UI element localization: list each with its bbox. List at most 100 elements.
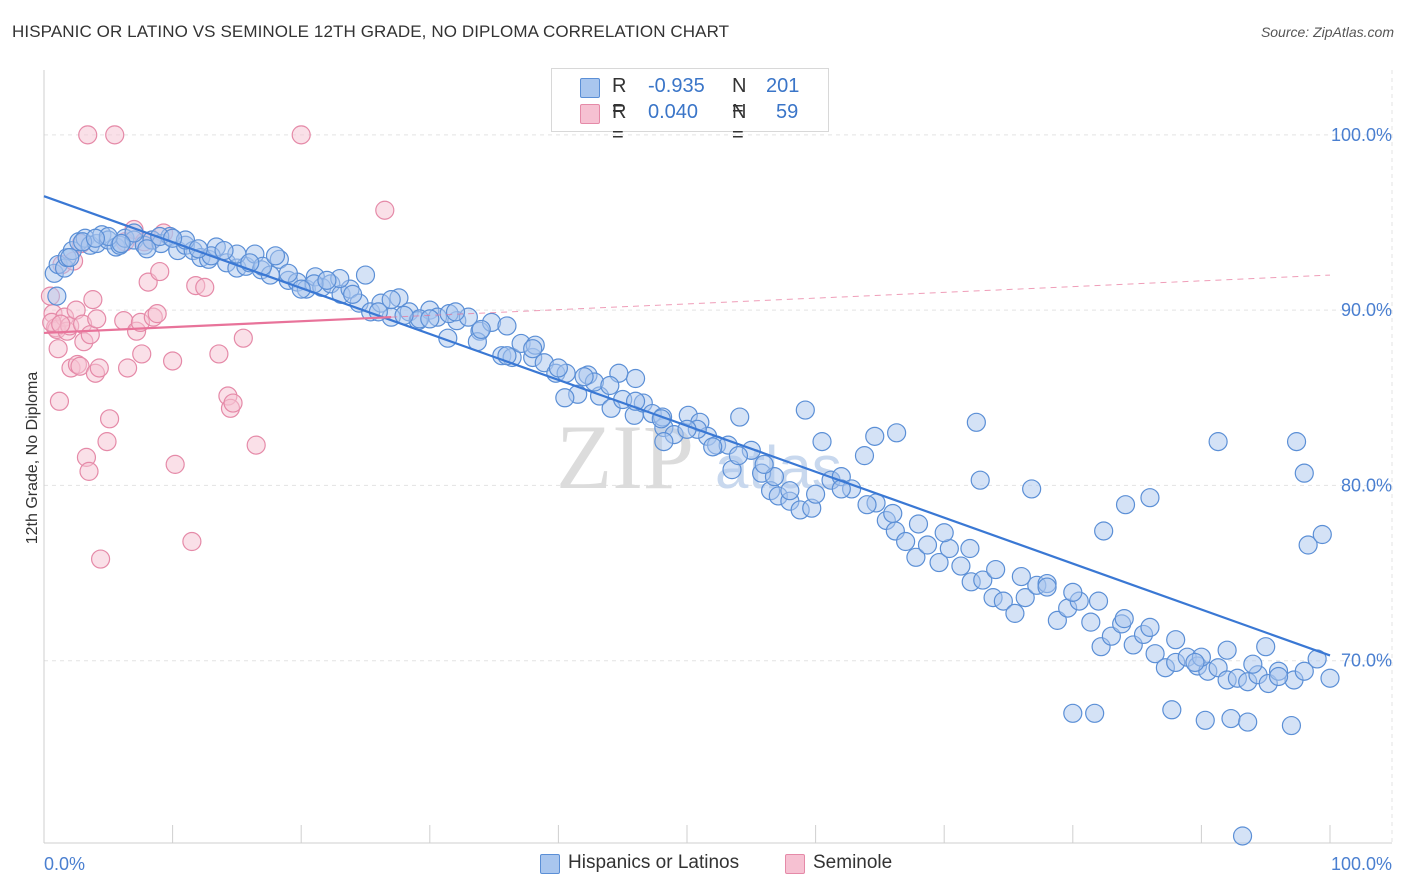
scatter-point bbox=[182, 531, 202, 552]
scatter-point bbox=[117, 358, 138, 378]
scatter-point bbox=[1081, 612, 1101, 632]
y-tick-label: 70.0% bbox=[1341, 651, 1392, 671]
scatter-point bbox=[574, 367, 594, 387]
scatter-point bbox=[1195, 710, 1215, 730]
correlation-legend: R = -0.935 N = 201 R = 0.040 N = 59 bbox=[551, 68, 829, 146]
scatter-point bbox=[47, 286, 67, 306]
scatter-point bbox=[1294, 463, 1314, 483]
scatter-point bbox=[49, 391, 70, 411]
scatter-point bbox=[60, 247, 80, 268]
scatter-point bbox=[1243, 654, 1263, 674]
scatter-point bbox=[1232, 826, 1253, 846]
scatter-point bbox=[908, 514, 929, 534]
scatter-point bbox=[497, 316, 517, 336]
scatter-point bbox=[1011, 566, 1031, 587]
scatter-point bbox=[355, 265, 376, 285]
scatter-point bbox=[1238, 712, 1258, 732]
scatter-point bbox=[165, 454, 185, 474]
scatter-point bbox=[1037, 577, 1057, 597]
scatter-point bbox=[1114, 609, 1134, 629]
seminole-points bbox=[40, 125, 395, 569]
scatter-point bbox=[214, 240, 234, 261]
scatter-point bbox=[246, 435, 266, 455]
scatter-point bbox=[79, 461, 99, 481]
legend-n-label: N = bbox=[732, 101, 747, 146]
scatter-point bbox=[1005, 603, 1025, 623]
scatter-point bbox=[1015, 588, 1035, 608]
scatter-point bbox=[555, 388, 575, 408]
scatter-point bbox=[887, 423, 907, 443]
scatter-point bbox=[132, 344, 152, 364]
legend-swatch-blue bbox=[580, 78, 600, 98]
scatter-point bbox=[1085, 703, 1105, 723]
legend-r-label: R = bbox=[612, 101, 627, 146]
scatter-point bbox=[78, 125, 98, 145]
y-tick-label: 100.0% bbox=[1331, 125, 1392, 145]
scatter-point bbox=[1185, 652, 1205, 673]
scatter-point bbox=[1221, 708, 1241, 729]
scatter-point bbox=[1298, 535, 1318, 555]
legend-swatch-pink bbox=[580, 104, 600, 124]
scatter-point bbox=[754, 454, 774, 474]
scatter-point bbox=[1166, 630, 1186, 650]
legend-r-label: R = bbox=[612, 75, 627, 120]
y-tick-label: 90.0% bbox=[1341, 300, 1392, 320]
scatter-point bbox=[375, 200, 395, 220]
source-label: Source: ZipAtlas.com bbox=[1260, 24, 1394, 40]
x-tick-labels: 0.0% 100.0% bbox=[44, 854, 1392, 874]
y-tick-label: 80.0% bbox=[1341, 475, 1392, 495]
legend-swatch-pink bbox=[785, 854, 805, 874]
scatter-point bbox=[137, 239, 157, 259]
scatter-point bbox=[934, 523, 954, 543]
series-legend: Hispanics or Latinos Seminole bbox=[0, 852, 1406, 878]
scatter-point bbox=[1094, 521, 1114, 541]
scatter-point bbox=[951, 556, 971, 576]
legend-swatch-blue bbox=[540, 854, 560, 874]
scatter-point bbox=[780, 481, 800, 501]
scatter-point bbox=[1268, 666, 1289, 687]
scatter-point bbox=[906, 547, 926, 567]
seminole-trend-line bbox=[43, 316, 392, 335]
scatter-point bbox=[523, 339, 543, 359]
scatter-point bbox=[854, 446, 875, 466]
scatter-point bbox=[83, 290, 103, 310]
scatter-point bbox=[805, 484, 826, 504]
legend-r-value: -0.935 bbox=[648, 75, 705, 97]
scatter-point bbox=[291, 125, 311, 145]
scatter-point bbox=[111, 233, 131, 254]
scatter-point bbox=[1101, 626, 1121, 646]
scatter-point bbox=[48, 339, 68, 359]
scatter-point bbox=[265, 246, 286, 266]
y-axis-label: 12th Grade, No Diploma bbox=[24, 372, 41, 545]
scatter-point bbox=[233, 328, 253, 348]
grid-lines bbox=[44, 70, 1393, 843]
scatter-point bbox=[209, 344, 229, 364]
legend-n-value: 59 bbox=[776, 101, 799, 123]
scatter-point bbox=[1281, 715, 1302, 736]
hispanic-trend-line bbox=[43, 195, 1331, 657]
scatter-point bbox=[1140, 488, 1160, 508]
scatter-point bbox=[728, 446, 749, 466]
scatter-point bbox=[1063, 582, 1083, 602]
scatter-point bbox=[1145, 644, 1165, 664]
scatter-point bbox=[1217, 640, 1237, 660]
scatter-point bbox=[960, 538, 980, 559]
scatter-point bbox=[317, 270, 337, 290]
scatter-point bbox=[929, 552, 949, 573]
scatter-point bbox=[730, 407, 750, 427]
scatter-point bbox=[865, 426, 885, 446]
hispanic-points bbox=[44, 223, 1340, 846]
scatter-point bbox=[445, 302, 466, 322]
scatter-point bbox=[703, 437, 723, 457]
scatter-point bbox=[883, 503, 903, 524]
scatter-point bbox=[343, 284, 363, 304]
scatter-point bbox=[85, 228, 106, 248]
scatter-point bbox=[1022, 479, 1042, 499]
scatter-point bbox=[51, 314, 71, 334]
scatter-point bbox=[795, 400, 815, 420]
legend-n-value: 201 bbox=[766, 75, 800, 97]
scatter-point bbox=[966, 412, 986, 432]
scatter-point bbox=[1286, 432, 1307, 452]
scatter-point bbox=[970, 470, 990, 490]
scatter-point bbox=[1047, 610, 1067, 630]
